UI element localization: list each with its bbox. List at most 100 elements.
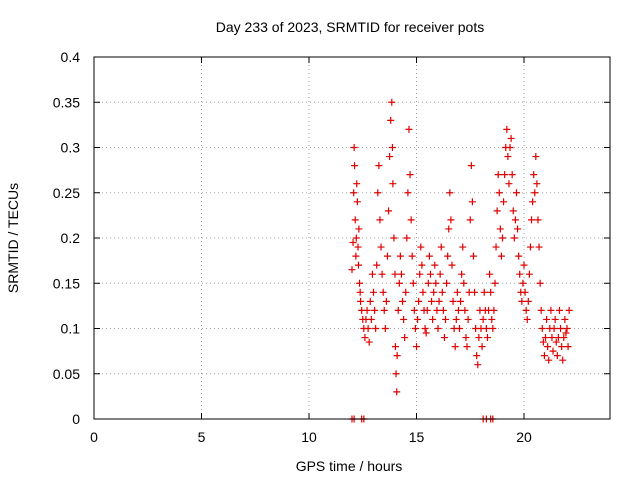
data-point xyxy=(397,270,405,278)
data-point xyxy=(388,98,396,106)
data-point xyxy=(490,306,498,314)
x-tick-label: 15 xyxy=(409,429,425,445)
data-point xyxy=(537,306,545,314)
data-point xyxy=(514,225,522,233)
data-point xyxy=(378,270,386,278)
data-point xyxy=(405,125,413,133)
data-point xyxy=(555,306,563,314)
data-point xyxy=(389,180,397,188)
data-point xyxy=(462,334,470,342)
y-tick-label: 0.25 xyxy=(53,185,80,201)
data-point xyxy=(429,315,437,323)
data-point xyxy=(451,343,459,351)
data-point xyxy=(536,279,544,287)
data-point xyxy=(504,153,512,161)
axis-ticks xyxy=(93,56,610,420)
data-point xyxy=(539,338,547,346)
data-point xyxy=(500,198,508,206)
data-point xyxy=(492,243,500,251)
data-point xyxy=(563,325,571,332)
data-point xyxy=(448,261,456,269)
y-tick-labels: 0 0.05 0.1 0.15 0.2 0.25 0.3 0.35 0.4 xyxy=(53,49,80,427)
data-point xyxy=(350,144,358,151)
plot-frame xyxy=(93,56,611,420)
data-point xyxy=(518,297,526,305)
data-point xyxy=(452,315,460,323)
data-point xyxy=(352,234,360,242)
data-point xyxy=(416,270,424,278)
data-point xyxy=(386,153,394,161)
data-point xyxy=(478,343,486,351)
data-point xyxy=(442,315,450,323)
data-point xyxy=(382,297,390,305)
y-tick-label: 0.35 xyxy=(53,94,80,110)
data-point xyxy=(354,243,362,251)
data-point xyxy=(553,352,561,360)
data-point xyxy=(486,270,494,278)
data-point xyxy=(506,144,514,151)
data-point xyxy=(413,343,420,351)
data-point xyxy=(524,297,532,305)
data-point xyxy=(473,352,481,360)
data-point xyxy=(561,315,569,323)
data-point xyxy=(466,216,474,224)
data-point xyxy=(559,356,567,364)
data-point xyxy=(350,189,358,197)
data-point xyxy=(433,306,441,314)
data-point xyxy=(552,338,560,346)
data-point xyxy=(404,189,412,197)
data-point xyxy=(564,343,572,351)
data-point xyxy=(538,325,546,332)
data-point xyxy=(436,270,444,278)
data-point xyxy=(480,288,488,296)
data-point xyxy=(435,297,443,305)
chart-title: Day 233 of 2023, SRMTID for receiver pot… xyxy=(216,19,484,35)
data-point xyxy=(528,216,536,224)
data-point xyxy=(531,189,539,197)
data-point xyxy=(411,325,419,332)
data-point xyxy=(471,288,479,296)
data-point xyxy=(401,334,409,342)
y-axis-label: SRMTID / TECUs xyxy=(5,183,21,293)
data-point xyxy=(520,261,528,269)
data-point xyxy=(469,252,477,260)
data-point xyxy=(408,252,416,260)
data-point xyxy=(529,198,537,206)
data-point xyxy=(447,216,455,224)
data-point xyxy=(366,297,374,305)
data-point xyxy=(487,288,495,296)
data-point xyxy=(356,279,364,287)
data-point xyxy=(421,325,429,332)
data-point xyxy=(361,334,369,342)
data-point xyxy=(501,171,509,179)
data-point xyxy=(499,234,506,242)
data-point xyxy=(545,356,553,364)
data-point xyxy=(431,261,439,269)
data-point xyxy=(387,116,395,124)
data-point xyxy=(519,279,527,287)
data-point xyxy=(562,329,570,337)
data-point xyxy=(377,243,385,251)
data-point xyxy=(349,239,357,247)
data-point xyxy=(403,234,411,242)
data-point xyxy=(525,270,533,278)
data-point xyxy=(355,225,363,233)
data-point xyxy=(483,334,491,342)
data-point xyxy=(522,306,530,314)
data-point xyxy=(428,297,436,305)
data-point xyxy=(449,297,457,305)
data-point xyxy=(402,288,410,296)
data-point xyxy=(488,315,496,323)
x-tick-label: 20 xyxy=(516,429,532,445)
data-point xyxy=(535,243,543,251)
data-point xyxy=(493,207,501,215)
data-point xyxy=(444,252,452,260)
y-tick-label: 0.1 xyxy=(61,321,81,337)
data-point xyxy=(557,325,565,332)
data-point xyxy=(432,279,440,287)
data-point xyxy=(395,279,403,287)
data-point xyxy=(379,288,387,296)
data-point xyxy=(374,189,382,197)
data-point xyxy=(409,279,417,287)
data-point xyxy=(549,347,557,355)
